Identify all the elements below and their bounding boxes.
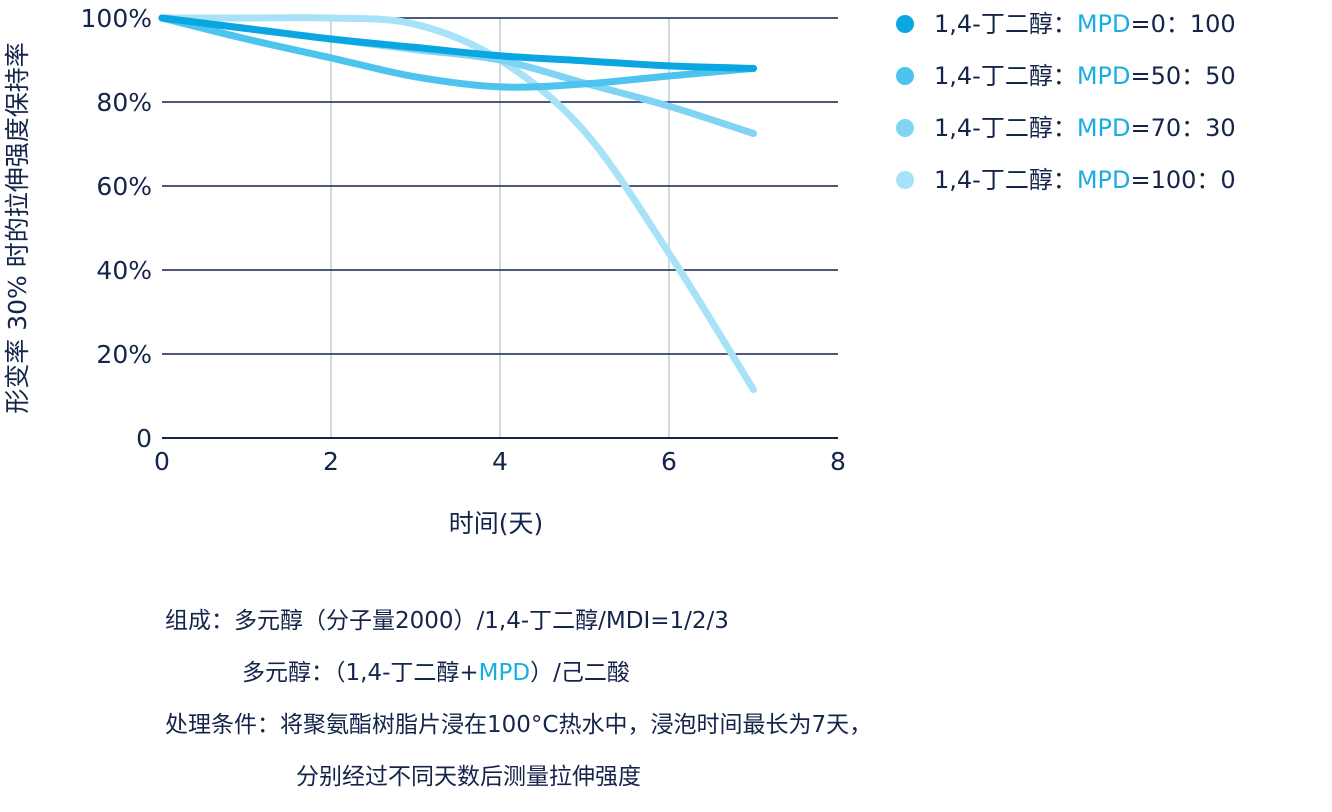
x-tick-labels: 0 2 4 6 8 (154, 447, 846, 476)
x-tick-label: 8 (830, 447, 846, 476)
series-line-1 (158, 14, 757, 72)
horizontal-gridlines (162, 17, 838, 439)
series-line-2 (158, 14, 757, 91)
legend-item-mpd-70-30: 1,4-丁二醇：MPD=70：30 (896, 108, 1316, 148)
legend-label: 1,4-丁二醇：MPD=100：0 (934, 166, 1236, 194)
legend-item-mpd-0-100: 1,4-丁二醇：MPD=0：100 (896, 4, 1316, 44)
x-tick-label: 2 (323, 447, 339, 476)
legend-label: 1,4-丁二醇：MPD=50：50 (934, 62, 1236, 90)
legend-item-mpd-50-50: 1,4-丁二醇：MPD=50：50 (896, 56, 1316, 96)
x-tick-label: 0 (154, 447, 170, 476)
legend-item-mpd-100-0: 1,4-丁二醇：MPD=100：0 (896, 160, 1316, 200)
y-tick-label: 0 (136, 424, 152, 453)
x-tick-label: 4 (492, 447, 508, 476)
legend-label: 1,4-丁二醇：MPD=70：30 (934, 114, 1236, 142)
y-axis-title: 形变率 30% 时的拉伸强度保持率 (3, 42, 32, 413)
legend-marker-icon (896, 171, 914, 189)
y-tick-label: 100% (81, 4, 152, 33)
legend-marker-icon (896, 67, 914, 85)
series-lines (158, 14, 757, 394)
legend-marker-icon (896, 15, 914, 33)
y-tick-labels: 0 20% 40% 60% 80% 100% (81, 4, 152, 453)
x-tick-label: 6 (661, 447, 677, 476)
y-tick-label: 80% (96, 88, 152, 117)
y-tick-label: 60% (96, 172, 152, 201)
legend-label: 1,4-丁二醇：MPD=0：100 (934, 10, 1236, 38)
legend-marker-icon (896, 119, 914, 137)
y-tick-label: 20% (96, 340, 152, 369)
x-axis-title: 时间(天) (449, 509, 544, 538)
y-tick-label: 40% (96, 256, 152, 285)
